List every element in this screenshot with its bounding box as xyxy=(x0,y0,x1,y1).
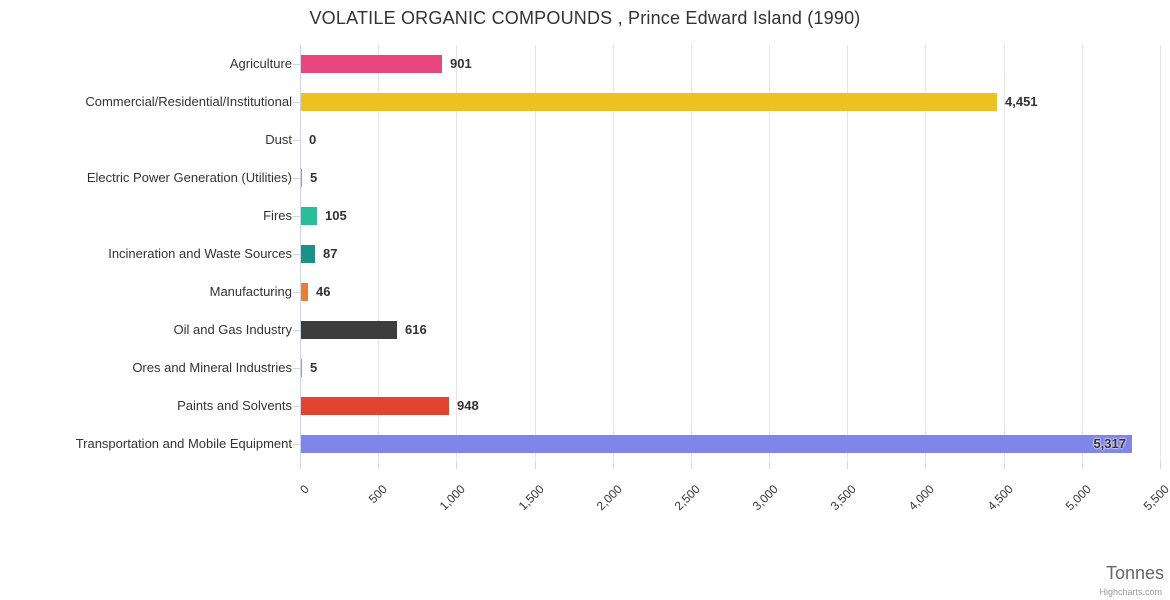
gridline xyxy=(456,45,458,463)
x-axis-tick xyxy=(847,463,849,469)
category-label: Dust xyxy=(265,132,292,147)
x-axis-tick-label: 1,500 xyxy=(515,482,547,514)
x-axis-tick xyxy=(1160,463,1161,469)
category-label: Electric Power Generation (Utilities) xyxy=(86,170,292,185)
gridline xyxy=(1003,45,1005,463)
bar[interactable] xyxy=(301,321,397,339)
bar-value-label: 616 xyxy=(405,322,427,337)
category-axis-line xyxy=(300,45,301,463)
gridline xyxy=(378,45,380,463)
gridline xyxy=(534,45,536,463)
x-axis-tick-label: 3,500 xyxy=(828,482,860,514)
gridline xyxy=(847,45,849,463)
bar-value-label: 5 xyxy=(310,360,318,375)
x-axis-tick-label: 4,500 xyxy=(984,482,1016,514)
x-axis-tick-label: 1,000 xyxy=(437,482,469,514)
category-label: Manufacturing xyxy=(209,284,292,299)
bar[interactable] xyxy=(301,245,315,263)
x-axis-tick-label: 4,000 xyxy=(906,482,938,514)
bar[interactable] xyxy=(301,93,997,111)
x-axis-tick xyxy=(1081,463,1083,469)
bar-value-label: 5 xyxy=(310,170,318,185)
bar-value-label: 0 xyxy=(309,132,317,147)
x-axis-tick-label: 2,500 xyxy=(671,482,703,514)
bar[interactable] xyxy=(301,359,302,377)
category-label: Ores and Mineral Industries xyxy=(132,360,292,375)
bar-value-label: 948 xyxy=(457,398,479,413)
category-axis-tick xyxy=(293,330,300,331)
category-label: Transportation and Mobile Equipment xyxy=(75,436,292,451)
category-axis-tick xyxy=(293,444,300,445)
x-axis-tick-label: 5,500 xyxy=(1140,482,1170,514)
x-axis-tick-label: 0 xyxy=(297,482,312,497)
bar[interactable] xyxy=(301,397,449,415)
gridline xyxy=(690,45,692,463)
gridline xyxy=(1081,45,1083,463)
bar-value-label: 4,451 xyxy=(1005,94,1038,109)
x-axis-tick xyxy=(690,463,692,469)
x-axis-tick xyxy=(534,463,536,469)
gridline xyxy=(925,45,927,463)
chart-title: VOLATILE ORGANIC COMPOUNDS , Prince Edwa… xyxy=(309,8,861,28)
bar-value-label: 105 xyxy=(325,208,347,223)
gridline xyxy=(769,45,771,463)
x-axis-tick xyxy=(925,463,927,469)
category-label: Incineration and Waste Sources xyxy=(108,246,292,261)
category-axis-tick xyxy=(293,102,300,103)
highcharts-credit-link[interactable]: Highcharts.com xyxy=(1099,587,1162,597)
category-axis-tick xyxy=(293,254,300,255)
bar-value-label: 5,317 xyxy=(1093,436,1126,451)
x-axis-tick xyxy=(612,463,614,469)
category-label: Oil and Gas Industry xyxy=(173,322,293,337)
bar[interactable] xyxy=(301,169,302,187)
x-axis-tick-label: 3,000 xyxy=(749,482,781,514)
bar[interactable] xyxy=(301,283,308,301)
x-axis-tick xyxy=(769,463,771,469)
category-axis-tick xyxy=(293,368,300,369)
gridline xyxy=(1160,45,1161,463)
bar-value-label: 901 xyxy=(450,56,472,71)
category-axis-tick xyxy=(293,140,300,141)
x-axis-tick-label: 500 xyxy=(366,482,391,507)
category-label: Paints and Solvents xyxy=(177,398,292,413)
category-axis-tick xyxy=(293,178,300,179)
category-axis-tick xyxy=(293,216,300,217)
category-label: Agriculture xyxy=(229,56,292,71)
category-axis-tick xyxy=(293,292,300,293)
x-axis-tick xyxy=(1003,463,1005,469)
x-axis-tick-label: 5,000 xyxy=(1062,482,1094,514)
bar[interactable] xyxy=(301,435,1132,453)
x-axis-tick xyxy=(456,463,458,469)
category-axis-tick xyxy=(293,64,300,65)
bar[interactable] xyxy=(301,207,317,225)
category-label: Fires xyxy=(263,208,292,223)
bar-value-label: 46 xyxy=(316,284,331,299)
x-axis-tick xyxy=(378,463,380,469)
gridline xyxy=(612,45,614,463)
x-axis-title: Tonnes xyxy=(1105,563,1164,583)
category-label: Commercial/Residential/Institutional xyxy=(85,94,292,109)
x-axis-tick-label: 2,000 xyxy=(593,482,625,514)
bar-value-label: 87 xyxy=(323,246,338,261)
x-axis-tick xyxy=(300,463,301,469)
bar[interactable] xyxy=(301,55,442,73)
category-axis-tick xyxy=(293,406,300,407)
